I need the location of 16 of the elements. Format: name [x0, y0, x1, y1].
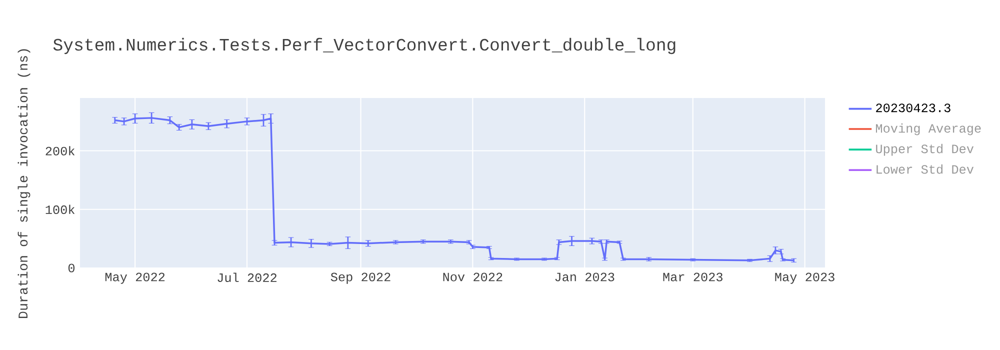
- y-tick-label: 100k: [46, 204, 75, 214]
- legend-label: Upper Std Dev: [876, 144, 974, 156]
- legend-label: Lower Std Dev: [876, 164, 974, 174]
- x-tick-label: Mar 2023: [663, 272, 722, 282]
- chart-title: System.Numerics.Tests.Perf_VectorConvert.Convert_double_long: [53, 38, 676, 54]
- x-tick-label: Sep 2022: [330, 272, 390, 284]
- x-tick-label: May 2023: [775, 272, 834, 284]
- x-tick-label: Nov 2022: [443, 272, 502, 282]
- legend-label: 20230423.3: [876, 104, 950, 112]
- legend-label: Moving Average: [876, 123, 981, 136]
- y-tick-label: 0: [68, 264, 75, 272]
- x-tick-label: Jul 2022: [218, 272, 276, 282]
- x-tick-label: Jan 2023: [555, 272, 614, 282]
- x-tick-label: May 2022: [105, 272, 165, 284]
- y-tick-label: 200k: [46, 146, 75, 156]
- y-axis-title: Duration of single invocation (ns): [18, 49, 30, 318]
